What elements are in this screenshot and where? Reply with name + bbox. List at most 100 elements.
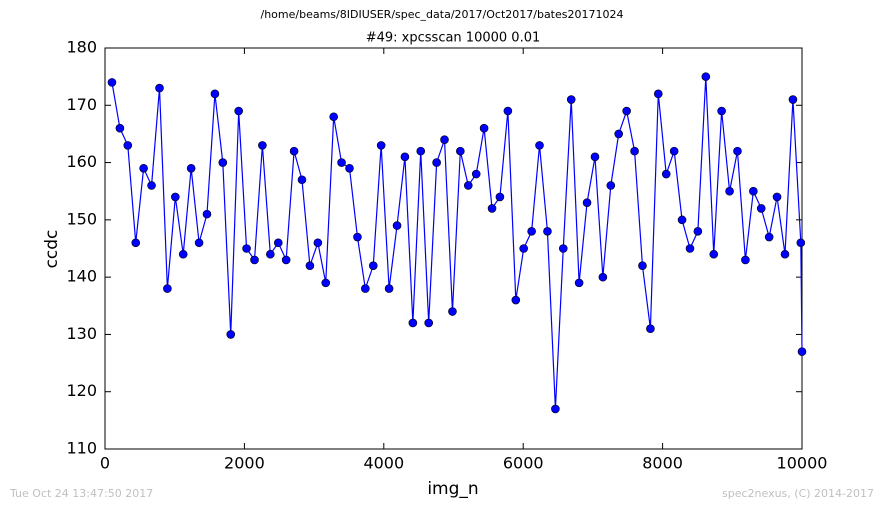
data-point	[749, 186, 758, 196]
data-point	[614, 129, 623, 139]
y-tick-label: 170	[66, 95, 97, 114]
data-point	[210, 89, 220, 99]
data-point	[186, 164, 196, 173]
data-point	[234, 106, 243, 116]
data-point	[147, 181, 156, 190]
chart-title: #49: xpcsscan 10000 0.01	[366, 31, 541, 46]
data-point	[416, 146, 426, 156]
data-point	[725, 186, 734, 196]
data-point	[471, 169, 481, 179]
data-point	[321, 278, 331, 288]
data-point	[788, 95, 798, 104]
data-point	[194, 238, 204, 248]
x-tick-label: 6000	[503, 454, 544, 473]
y-tick-label: 150	[66, 209, 97, 228]
data-point	[266, 249, 275, 259]
data-point	[551, 404, 560, 414]
y-tick-label: 180	[66, 38, 97, 57]
data-point	[598, 272, 608, 282]
data-point	[424, 318, 433, 328]
data-point	[218, 158, 228, 167]
data-point	[139, 164, 148, 173]
data-point	[669, 146, 679, 156]
data-point	[630, 146, 639, 156]
y-tick-label: 120	[66, 381, 97, 400]
y-tick-label: 130	[66, 324, 97, 343]
x-axis-label: img_n	[427, 479, 478, 499]
timestamp: Tue Oct 24 13:47:50 2017	[9, 487, 153, 500]
data-point	[123, 141, 133, 150]
data-point	[780, 249, 790, 259]
data-point	[432, 158, 441, 167]
data-point	[797, 347, 807, 356]
data-point	[368, 261, 378, 270]
data-point	[487, 204, 497, 213]
data-point	[796, 238, 806, 248]
data-point	[741, 255, 750, 265]
data-point	[305, 261, 315, 270]
data-point	[756, 204, 766, 213]
x-tick-label: 0	[100, 454, 110, 473]
data-point	[653, 89, 663, 99]
data-point	[590, 152, 600, 162]
data-point	[384, 284, 394, 293]
data-point	[178, 249, 188, 259]
data-point	[242, 244, 251, 253]
data-point	[622, 106, 631, 116]
data-point	[376, 141, 386, 150]
data-point	[155, 83, 164, 93]
x-tick-label: 4000	[363, 454, 404, 473]
data-point	[566, 95, 576, 104]
y-axis-label: ccdc	[42, 230, 62, 269]
y-tick-label: 140	[66, 267, 97, 286]
data-point	[543, 227, 552, 236]
y-tick-label: 110	[66, 439, 97, 458]
x-tick-label: 2000	[224, 454, 265, 473]
data-point	[582, 198, 592, 207]
data-point	[345, 164, 354, 173]
data-point	[558, 244, 568, 253]
data-point	[297, 175, 307, 185]
data-point	[495, 192, 505, 202]
data-point	[646, 324, 655, 334]
data-point	[606, 181, 616, 190]
data-point	[709, 249, 719, 259]
data-point	[661, 169, 671, 179]
data-point	[527, 227, 536, 236]
data-point	[440, 135, 449, 144]
data-point	[361, 284, 370, 293]
data-point	[337, 158, 346, 167]
data-point	[733, 146, 742, 156]
data-point	[107, 78, 117, 87]
suptitle: /home/beams/8IDIUSER/spec_data/2017/Oct2…	[261, 8, 624, 21]
data-point	[258, 141, 267, 150]
data-point	[772, 192, 782, 202]
data-point	[764, 232, 774, 242]
data-point	[685, 244, 695, 253]
x-tick-label: 8000	[642, 454, 683, 473]
data-point	[463, 181, 473, 190]
data-point	[171, 192, 180, 202]
data-point	[638, 261, 647, 270]
data-point	[392, 221, 402, 230]
data-point	[519, 244, 528, 253]
data-point	[400, 152, 410, 162]
data-point	[574, 278, 584, 288]
credit: spec2nexus, (C) 2014-2017	[722, 487, 874, 500]
data-point	[701, 72, 711, 81]
data-point	[717, 106, 726, 116]
data-point	[503, 106, 513, 116]
data-point	[353, 232, 362, 242]
data-point	[281, 255, 291, 265]
data-point	[131, 238, 141, 248]
data-point	[479, 123, 489, 133]
data-point	[115, 123, 125, 133]
data-point	[289, 146, 299, 156]
y-tick-label: 160	[66, 152, 97, 171]
data-point	[250, 255, 259, 265]
data-point	[163, 284, 172, 293]
data-point	[226, 330, 236, 339]
data-point	[202, 209, 212, 219]
data-point	[329, 112, 338, 122]
